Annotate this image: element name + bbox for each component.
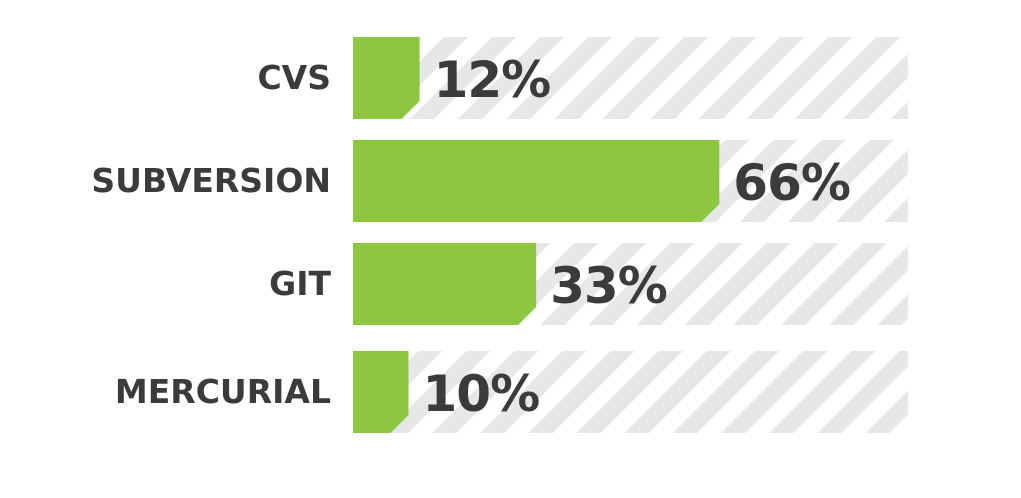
category-label-cvs: CVS bbox=[257, 58, 331, 97]
bar-git bbox=[353, 243, 537, 325]
bar-mercurial bbox=[353, 351, 409, 433]
value-label-cvs: 12% bbox=[434, 51, 551, 109]
bar-rows: CVS 12% SUBVERSION 66% GIT 33% MERCURIAL 10% bbox=[91, 37, 908, 433]
bar-cvs bbox=[353, 37, 420, 119]
value-label-mercurial: 10% bbox=[423, 365, 540, 423]
value-label-subversion: 66% bbox=[733, 154, 850, 212]
bar-subversion bbox=[353, 140, 720, 222]
category-label-mercurial: MERCURIAL bbox=[115, 372, 331, 411]
category-label-subversion: SUBVERSION bbox=[91, 161, 331, 200]
value-label-git: 33% bbox=[550, 257, 667, 315]
category-label-git: GIT bbox=[269, 264, 331, 303]
bar-track-cvs bbox=[353, 37, 908, 119]
bar-track-mercurial bbox=[353, 351, 908, 433]
